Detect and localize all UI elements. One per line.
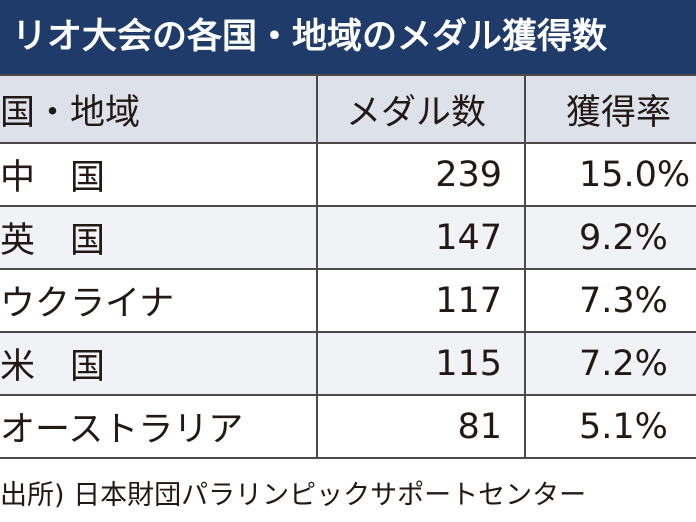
share-cell: 7.3%	[524, 268, 696, 333]
country-cell: 中 国	[0, 142, 318, 207]
table-row: 中 国 239 15.0%	[0, 142, 696, 207]
source-note: 出所) 日本財団パラリンピックサポートセンター	[0, 480, 587, 511]
medal-count-cell: 81	[316, 394, 526, 459]
country-cell: オーストラリア	[0, 394, 318, 459]
header-medal-count: メダル数	[316, 74, 526, 144]
table-header-row: 国・地域 メダル数 獲得率	[0, 74, 696, 144]
medal-count-cell: 147	[316, 205, 526, 270]
header-share: 獲得率	[524, 74, 696, 144]
country-cell: ウクライナ	[0, 268, 318, 333]
table-row: 米 国 115 7.2%	[0, 331, 696, 396]
medal-count-cell: 239	[316, 142, 526, 207]
share-cell: 7.2%	[524, 331, 696, 396]
table-row: 英 国 147 9.2%	[0, 205, 696, 270]
country-cell: 英 国	[0, 205, 318, 270]
medal-count-cell: 117	[316, 268, 526, 333]
table-title: リオ大会の各国・地域のメダル獲得数	[0, 0, 696, 74]
table-row: オーストラリア 81 5.1%	[0, 394, 696, 459]
medal-count-cell: 115	[316, 331, 526, 396]
share-cell: 15.0%	[524, 142, 696, 207]
country-cell: 米 国	[0, 331, 318, 396]
share-cell: 5.1%	[524, 394, 696, 459]
share-cell: 9.2%	[524, 205, 696, 270]
header-country: 国・地域	[0, 74, 318, 144]
table-row: ウクライナ 117 7.3%	[0, 268, 696, 333]
medal-table: 国・地域 メダル数 獲得率 中 国 239 15.0% 英 国 147 9.2%…	[0, 74, 696, 459]
